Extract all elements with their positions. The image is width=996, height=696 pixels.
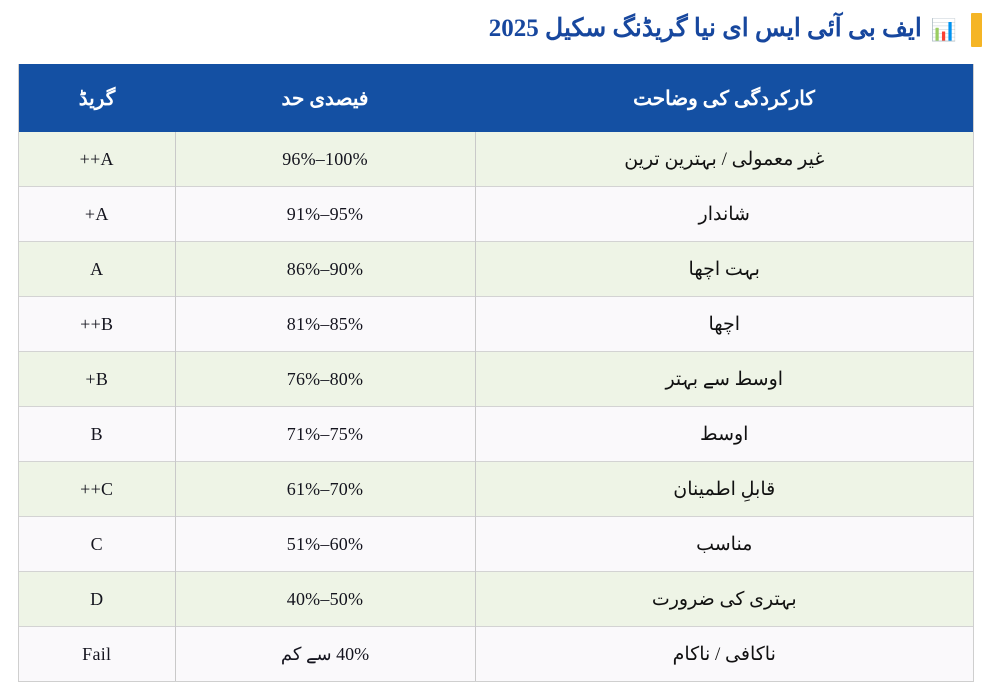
- table-row: قابلِ اطمینان 70%–61% C++: [19, 461, 973, 517]
- cell-description: اچھا: [474, 296, 973, 352]
- cell-grade: A: [19, 241, 176, 297]
- column-header-description: کارکردگی کی وضاحت: [475, 64, 973, 132]
- cell-grade: D: [19, 571, 176, 627]
- cell-percentage-range: 50%–40%: [174, 571, 476, 627]
- cell-description: شاندار: [474, 186, 973, 242]
- table-row: اچھا 85%–81% B++: [19, 296, 973, 352]
- cell-description: بہت اچھا: [474, 241, 973, 297]
- cell-grade: C++: [19, 461, 176, 517]
- table-header: کارکردگی کی وضاحت فیصدی حد گریڈ: [19, 64, 973, 132]
- table-header-row: کارکردگی کی وضاحت فیصدی حد گریڈ: [19, 64, 973, 132]
- bar-chart-icon: 📊: [930, 17, 957, 42]
- accent-bar-icon: [971, 13, 982, 47]
- cell-grade: B+: [19, 351, 176, 407]
- grading-scale-table: کارکردگی کی وضاحت فیصدی حد گریڈ غیر معمو…: [19, 64, 973, 681]
- cell-grade: A+: [19, 186, 176, 242]
- table-row: شاندار 95%–91% A+: [19, 186, 973, 242]
- table-body: غیر معمولی / بہترین ترین 100%–96% A++ شاندا…: [19, 132, 973, 681]
- cell-percentage-range: 80%–76%: [174, 351, 476, 407]
- cell-percentage-range: 60%–51%: [174, 516, 476, 572]
- table-row: اوسط سے بہتر 80%–76% B+: [19, 351, 973, 407]
- cell-percentage-range: 100%–96%: [174, 132, 476, 187]
- cell-description: قابلِ اطمینان: [474, 461, 973, 517]
- table-row: بہتری کی ضرورت 50%–40% D: [19, 571, 973, 627]
- cell-percentage-range: 75%–71%: [174, 406, 476, 462]
- column-header-range: فیصدی حد: [175, 64, 475, 132]
- cell-description: ناکافی / ناکام: [474, 626, 973, 681]
- table-row: اوسط 75%–71% B: [19, 406, 973, 462]
- cell-description: اوسط سے بہتر: [474, 351, 973, 407]
- table-row: بہت اچھا 90%–86% A: [19, 241, 973, 297]
- cell-description: اوسط: [474, 406, 973, 462]
- cell-percentage-range: 85%–81%: [174, 296, 476, 352]
- cell-description: بہتری کی ضرورت: [474, 571, 973, 627]
- page-header: 📊 ایف بی آئی ایس ای نیا گریڈنگ سکیل 2025: [0, 0, 996, 60]
- table-row: مناسب 60%–51% C: [19, 516, 973, 572]
- cell-grade: C: [19, 516, 176, 572]
- cell-grade: B++: [19, 296, 176, 352]
- cell-grade: Fail: [19, 626, 176, 681]
- column-header-grade: گریڈ: [19, 64, 175, 132]
- page-title: ایف بی آئی ایس ای نیا گریڈنگ سکیل 2025: [488, 14, 922, 42]
- cell-description: غیر معمولی / بہترین ترین: [474, 132, 973, 187]
- table-row: ناکافی / ناکام 40% سے کم Fail: [19, 626, 973, 681]
- cell-percentage-range: 90%–86%: [174, 241, 476, 297]
- cell-grade: B: [19, 406, 176, 462]
- cell-description: مناسب: [474, 516, 973, 572]
- grading-table-container: کارکردگی کی وضاحت فیصدی حد گریڈ غیر معمو…: [18, 64, 974, 682]
- cell-percentage-range: 40% سے کم: [174, 626, 476, 681]
- table-row: غیر معمولی / بہترین ترین 100%–96% A++: [19, 132, 973, 187]
- cell-percentage-range: 70%–61%: [174, 461, 476, 517]
- cell-grade: A++: [19, 132, 176, 187]
- cell-percentage-range: 95%–91%: [174, 186, 476, 242]
